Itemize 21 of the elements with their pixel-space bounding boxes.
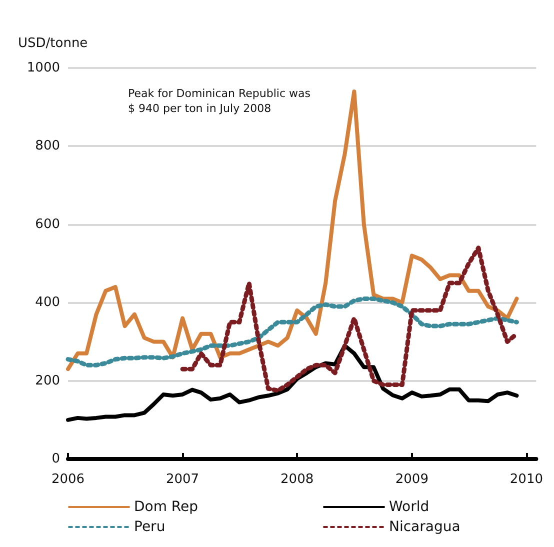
- y-axis-title: USD/tonne: [18, 36, 88, 51]
- line-series: [66, 89, 519, 372]
- x-tick-label: 2008: [280, 472, 314, 487]
- legend-label: Nicaragua: [389, 519, 460, 535]
- legend-label: Peru: [134, 519, 166, 535]
- y-tick-label: 0: [52, 452, 60, 466]
- x-tick-label: 2010: [510, 472, 544, 487]
- legend-label: Dom Rep: [134, 499, 198, 515]
- line-series: [180, 246, 519, 393]
- annotation: Peak for Dominican Republic was $ 940 per ton in July 2008: [128, 87, 311, 115]
- legend-label: World: [389, 499, 430, 515]
- line-series: [66, 344, 519, 422]
- x-tick-label: 2007: [166, 472, 200, 487]
- y-tick-label: 400: [35, 295, 60, 310]
- y-tick-label: 600: [35, 216, 60, 232]
- y-tick-label: 1000: [26, 60, 60, 76]
- x-tick-label: 2006: [51, 472, 85, 487]
- x-tick-label: 2009: [395, 472, 428, 487]
- y-tick-label: 200: [35, 373, 60, 388]
- line-series: [66, 296, 519, 368]
- y-tick-label: 800: [35, 138, 60, 154]
